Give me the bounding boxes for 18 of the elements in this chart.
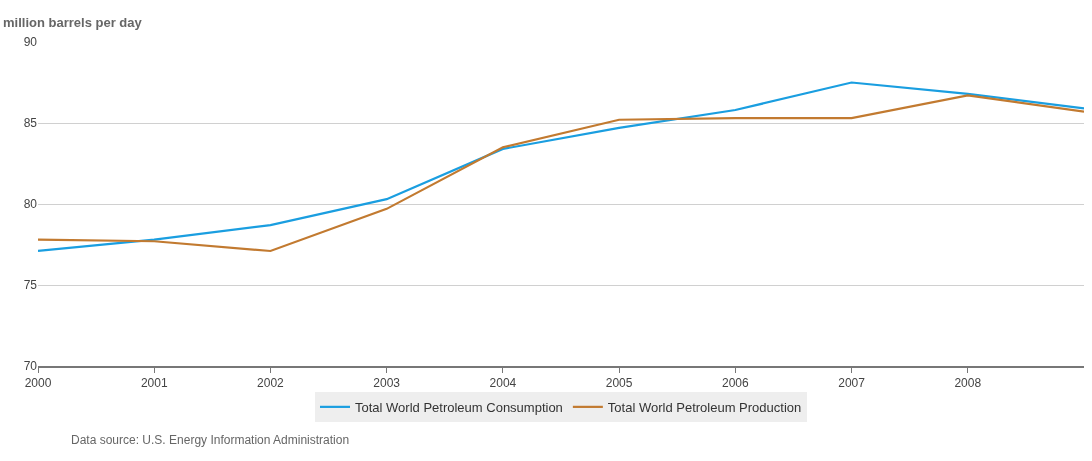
y-tick-label: 75 xyxy=(23,278,38,293)
y-axis-title: million barrels per day xyxy=(3,15,143,30)
x-tick-label: 2006 xyxy=(721,376,749,391)
x-tick-label: 2007 xyxy=(838,376,866,391)
x-tick-label: 2004 xyxy=(489,376,517,391)
source-note: Data source: U.S. Energy Information Administration xyxy=(71,433,350,447)
y-tick-label: 80 xyxy=(23,197,38,212)
y-tick-label: 70 xyxy=(23,359,38,374)
x-tick-label: 2000 xyxy=(24,376,52,391)
y-tick-label: 85 xyxy=(23,116,38,131)
x-tick-label: 2008 xyxy=(954,376,982,391)
y-tick-label: 90 xyxy=(23,35,38,50)
x-tick-label: 2005 xyxy=(605,376,633,391)
legend-label: Total World Petroleum Consumption xyxy=(355,399,563,415)
legend-label: Total World Petroleum Production xyxy=(607,399,802,415)
x-tick-label: 2003 xyxy=(373,376,401,391)
x-tick-label: 2002 xyxy=(257,376,285,391)
x-tick-label: 2001 xyxy=(140,376,168,391)
